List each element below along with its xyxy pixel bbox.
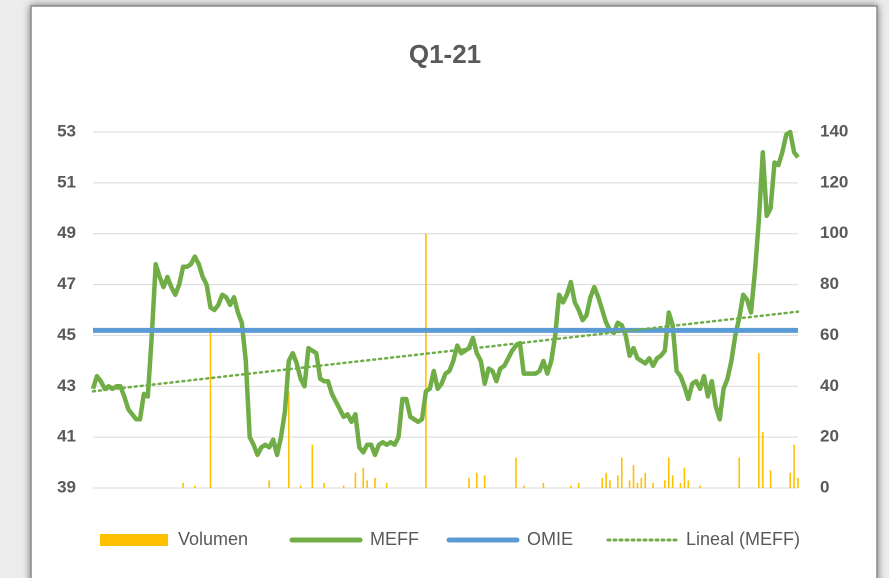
y-tick-label: 43 <box>57 376 76 395</box>
volume-bar <box>632 465 635 488</box>
legend-label: MEFF <box>370 529 419 549</box>
volume-bar <box>758 353 760 488</box>
volume-bar <box>667 457 670 488</box>
trendline <box>91 310 800 393</box>
y-tick-label: 45 <box>57 325 76 344</box>
y2-tick-label: 40 <box>820 376 839 395</box>
y2-tick-label: 100 <box>820 223 848 242</box>
volume-bar <box>311 444 314 488</box>
meff-line <box>90 129 800 458</box>
volume-bar <box>182 482 184 488</box>
y-tick-label: 47 <box>57 274 76 293</box>
y2-tick-label: 140 <box>820 121 848 140</box>
chart-area <box>30 5 878 578</box>
y2-tick-label: 20 <box>820 427 839 446</box>
volume-bar <box>644 472 647 488</box>
volume-bar <box>628 480 631 488</box>
volume-bar <box>374 477 376 488</box>
volume-bar <box>194 485 196 488</box>
volume-bar <box>601 477 603 488</box>
volume-bar <box>342 485 345 488</box>
volume-bar <box>640 477 643 488</box>
volume-bar <box>636 482 639 488</box>
y2-tick-label: 120 <box>820 172 848 191</box>
volume-bar <box>515 457 517 488</box>
volume-bar <box>468 477 470 488</box>
volume-bar <box>609 480 611 488</box>
volume-bar <box>523 485 525 488</box>
volume-bar <box>299 485 302 488</box>
y-tick-label: 53 <box>57 121 76 140</box>
volume-bar <box>476 472 478 488</box>
volume-bar <box>683 467 686 488</box>
volume-bar <box>738 457 741 488</box>
legend-label: Lineal (MEFF) <box>686 529 800 549</box>
volume-bar <box>354 472 357 488</box>
volume-bar <box>679 482 682 488</box>
volume-bar <box>577 482 580 488</box>
y2-tick-label: 80 <box>820 274 839 293</box>
y2-tick-label: 60 <box>820 325 839 344</box>
volume-bar <box>652 482 654 488</box>
volume-bar <box>769 470 772 488</box>
volume-bar <box>425 233 427 488</box>
y2-tick-label: 0 <box>820 477 829 496</box>
volume-bar <box>209 330 212 488</box>
volume-bar <box>605 472 607 488</box>
y-tick-label: 39 <box>57 477 76 496</box>
volume-bar <box>288 391 290 488</box>
volume-bar <box>620 457 623 488</box>
volume-bar <box>664 480 666 488</box>
volume-bar <box>570 485 572 488</box>
volume-bar <box>617 475 619 488</box>
volume-bar <box>385 482 388 488</box>
volume-bar <box>366 480 368 488</box>
y-tick-label: 41 <box>57 427 76 446</box>
chart-title: Q1-21 <box>409 39 481 69</box>
volume-bar <box>542 482 545 488</box>
legend-label: Volumen <box>178 529 248 549</box>
y-tick-label: 51 <box>57 172 76 191</box>
volume-bar <box>671 475 674 488</box>
legend-label: OMIE <box>527 529 573 549</box>
volume-bar <box>483 475 486 488</box>
volume-bar <box>323 482 325 488</box>
volume-bar <box>761 432 764 488</box>
volume-bar <box>687 480 690 488</box>
volume-bar <box>699 485 701 488</box>
volume-bar <box>797 477 799 488</box>
volume-bar <box>789 472 791 488</box>
volume-bar <box>268 480 271 488</box>
legend-swatch <box>100 534 168 546</box>
volume-bar <box>793 444 795 488</box>
y-tick-label: 49 <box>57 223 76 242</box>
volume-bar <box>362 467 365 488</box>
